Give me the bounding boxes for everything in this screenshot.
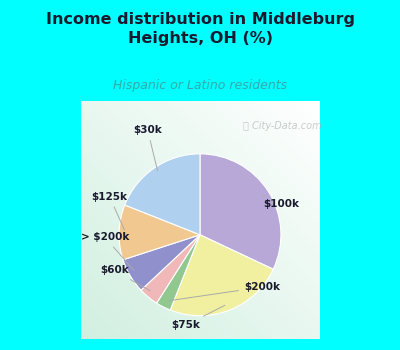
Wedge shape [119, 205, 200, 260]
Text: > $200k: > $200k [81, 232, 134, 271]
Text: $125k: $125k [92, 192, 128, 230]
Text: ⓘ City-Data.com: ⓘ City-Data.com [243, 120, 322, 131]
Text: $30k: $30k [133, 125, 162, 170]
Wedge shape [125, 154, 200, 235]
Wedge shape [157, 235, 200, 310]
Text: $100k: $100k [263, 195, 299, 209]
Text: $75k: $75k [171, 305, 225, 330]
Text: $200k: $200k [169, 282, 280, 301]
Wedge shape [141, 235, 200, 303]
Wedge shape [123, 235, 200, 290]
Wedge shape [170, 235, 273, 316]
Text: Income distribution in Middleburg
Heights, OH (%): Income distribution in Middleburg Height… [46, 12, 354, 46]
Text: Hispanic or Latino residents: Hispanic or Latino residents [113, 79, 287, 92]
Text: $60k: $60k [100, 266, 150, 291]
Wedge shape [200, 154, 281, 269]
